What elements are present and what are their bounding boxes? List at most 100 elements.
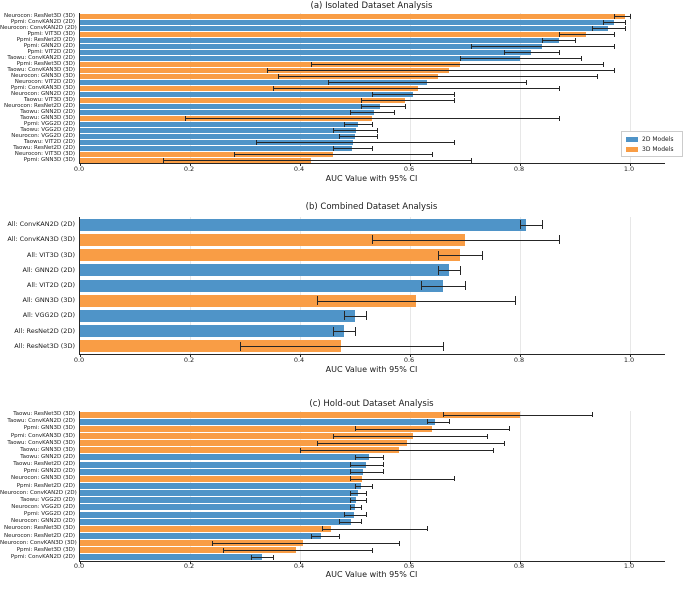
error-bar-cap (311, 61, 312, 67)
error-bar-cap (382, 454, 384, 460)
error-bar (234, 154, 432, 155)
y-tick-label: Ppmi: VGG2D (2D) (23, 511, 75, 518)
bar (80, 264, 449, 277)
error-bar-cap (377, 133, 378, 139)
error-bar-cap (371, 145, 373, 151)
error-bar (602, 22, 625, 23)
error-bar-cap (481, 250, 483, 260)
error-bar-cap (371, 547, 373, 553)
y-tick-label: Neurocon: ResNet2D (2D) (4, 102, 75, 109)
y-tick-label: Taowu: GNN2D (2D) (20, 453, 75, 460)
error-bar (421, 285, 465, 287)
y-tick-label: Taowu: VIT2D (2D) (23, 138, 75, 145)
error-bar (162, 160, 471, 161)
error-bar-cap (597, 73, 598, 79)
bar (80, 554, 262, 561)
y-tick-label: Neurocon: ConvKAN2D (2D) (0, 489, 77, 496)
x-tick-row: 0.0 0.2 0.4 0.6 0.8 1.0 (0, 356, 685, 365)
y-tick-label: Ppmi: GNN3D (3D) (23, 425, 75, 432)
error-bar (470, 46, 614, 47)
bar (80, 109, 375, 115)
bar (80, 483, 361, 489)
error-bar-cap (487, 433, 488, 439)
error-bar (520, 224, 542, 226)
error-bar-cap (327, 79, 329, 85)
error-bar-cap (316, 440, 318, 446)
bar (80, 233, 465, 246)
error-bar-cap (602, 19, 604, 25)
error-bar-cap (316, 296, 318, 306)
x-tick-label: 0.8 (513, 356, 525, 364)
bar (80, 218, 526, 231)
x-tick-label: 0.0 (73, 356, 85, 364)
x-tick (520, 561, 521, 564)
bar (80, 425, 432, 432)
error-bar-cap (360, 519, 362, 525)
gridline (410, 411, 411, 561)
bar (80, 43, 542, 49)
error-bar-cap (454, 97, 455, 103)
bar (80, 13, 625, 19)
x-tick (190, 561, 191, 564)
error-bar-cap (558, 49, 560, 55)
y-tick-label: Neurocon: ResNet3D (3D) (4, 525, 75, 532)
panel-title: (c) Hold-out Dataset Analysis (309, 399, 434, 409)
error-bar-cap (162, 157, 164, 163)
bar (80, 31, 586, 37)
x-tick (520, 354, 521, 357)
bar (80, 411, 520, 418)
gridline (630, 411, 631, 561)
x-tick (410, 561, 411, 564)
error-bar-cap (212, 540, 213, 546)
legend-item-3d: 3D Models (626, 145, 678, 153)
error-bar-cap (349, 462, 351, 468)
error-bar-cap (525, 79, 527, 85)
bar (80, 418, 435, 425)
bar (80, 49, 531, 55)
error-bar (344, 124, 372, 125)
error-bar (349, 112, 394, 113)
y-tick-label: Ppmi: GNN2D (2D) (23, 42, 75, 49)
x-tick-label: 1.0 (623, 356, 635, 364)
y-tick-label: Ppmi: ConvKAN3D (3D) (10, 84, 75, 91)
error-bar-cap (613, 31, 615, 37)
y-tick-label: All: GNN2D (2D) (22, 265, 76, 274)
y-tick-label: Ppmi: VIT2D (2D) (27, 48, 75, 55)
x-tick (410, 354, 411, 357)
error-bar (184, 118, 559, 119)
y-tick-label: All: VGG2D (2D) (22, 311, 75, 320)
error-bar-cap (602, 61, 604, 67)
bar (80, 447, 399, 454)
error-bar-cap (333, 127, 334, 133)
y-tick-label: Ppmi: VGG2D (2D) (23, 120, 75, 127)
panel-combined: (b) Combined Dataset Analysis 0.0 0.2 0.4 0… (0, 198, 685, 396)
error-bar (311, 536, 339, 537)
y-tick-label: Neurocon: GNN2D (2D) (11, 518, 75, 525)
error-bar (311, 64, 603, 65)
error-bar-cap (256, 139, 257, 145)
bar (80, 25, 608, 31)
y-tick-label: Neurocon: VIT3D (3D) (14, 150, 75, 157)
error-bar-cap (349, 490, 351, 496)
error-bar-cap (366, 512, 367, 518)
error-bar (371, 94, 454, 95)
x-tick-label: 0.2 (183, 562, 195, 570)
x-tick-label: 0.0 (73, 165, 85, 173)
error-bar-cap (333, 326, 334, 336)
error-bar (333, 436, 487, 437)
y-tick-label: Ppmi: ConvKAN2D (2D) (10, 553, 75, 560)
error-bar-cap (272, 554, 274, 560)
gridline (630, 13, 631, 163)
x-tick-label: 0.2 (183, 165, 195, 173)
error-bar-cap (454, 91, 455, 97)
error-bar (591, 28, 625, 29)
error-bar-cap (443, 341, 444, 351)
error-bar-cap (344, 512, 345, 518)
bar (80, 73, 438, 79)
error-bar (316, 300, 515, 302)
error-bar (344, 514, 366, 516)
x-axis-label: AUC Value with 95% CI (325, 174, 418, 183)
error-bar (459, 58, 581, 59)
gridline (630, 217, 631, 354)
error-bar-cap (454, 139, 455, 145)
